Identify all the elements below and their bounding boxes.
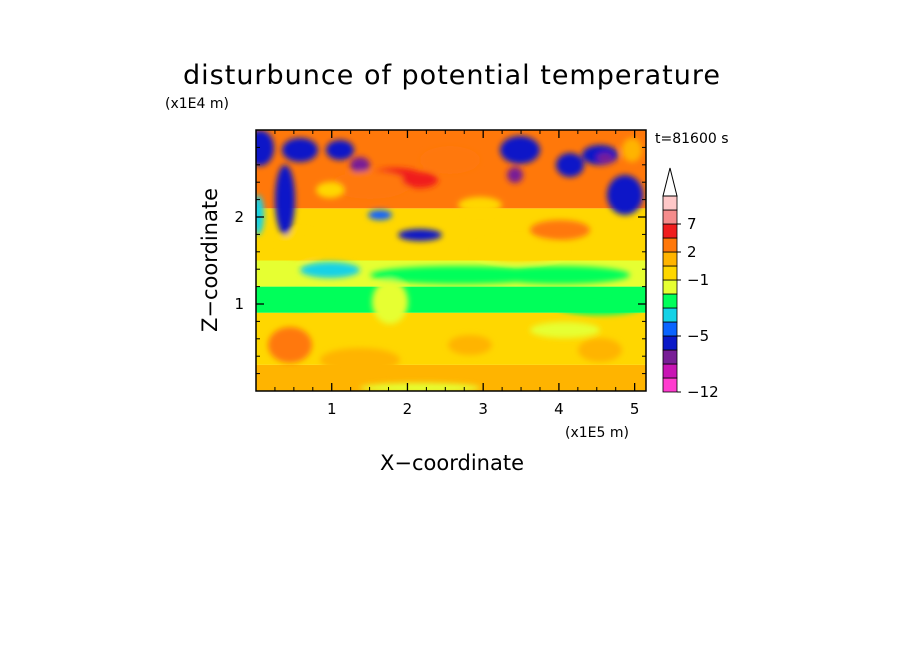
y-tick-label: 2 [234,208,244,226]
chart-title: disturbunce of potential temperature [183,60,721,91]
contour-blob [500,136,540,164]
colorbar-swatch [662,363,678,379]
x-tick-label: 1 [327,400,337,418]
y-axis-ticks: 12 [234,146,646,375]
colorbar: −12−5−127 [662,167,719,401]
colorbar-label: −12 [687,383,719,401]
x-tick-label: 2 [403,400,413,418]
contour-blob [280,231,320,259]
contour-blob [507,167,523,183]
colorbar-swatch [662,265,678,281]
contour-blob [490,266,630,284]
contour-blob [420,146,480,174]
plot-frame [255,129,647,392]
colorbar-label: −1 [687,271,709,289]
colorbar-swatch [662,293,678,309]
y-axis-label: Z−coordinate [198,188,222,332]
contour-blob [326,140,354,160]
x-tick-label: 5 [630,400,640,418]
contour-blob [256,130,274,166]
colorbar-swatch [662,321,678,337]
contour-blob [597,153,613,163]
x-tick-label: 3 [478,400,488,418]
x-axis-label: X−coordinate [380,451,524,475]
colorbar-swatch [662,251,678,267]
colorbar-swatch [662,335,678,351]
contour-blob [350,157,370,173]
contour-blob [458,197,502,213]
colorbar-swatch [662,377,678,393]
contour-blob [556,153,584,177]
contour-blob [368,210,392,220]
contour-blob [268,327,312,363]
contour-blob [256,195,264,235]
colorbar-swatch [662,223,678,239]
field-band [256,312,646,365]
contour-blob [330,171,410,199]
contour-blob [578,338,622,362]
contour-blob [622,138,642,162]
colorbar-swatch [662,349,678,365]
contour-blob [282,138,318,162]
contour-blob [360,383,480,391]
contour-blob [530,220,590,240]
contour-blob [555,295,645,315]
contour-blob [320,348,400,372]
colorbar-label: 2 [687,243,697,261]
y-tick-label: 1 [234,295,244,313]
colorbar-swatch [662,279,678,295]
colorbar-swatch [662,195,678,211]
contour-blob [398,229,442,241]
contour-blob [372,280,408,324]
x-axis-ticks: 1 2 3 4 5 [274,130,640,418]
x-unit-label: (x1E5 m) [565,425,629,441]
contour-blob [316,182,344,198]
contour-blob [275,165,295,235]
colorbar-swatch [662,307,678,323]
contour-blob [475,238,565,262]
contour-blob [448,335,492,355]
colorbar-swatch [662,237,678,253]
colorbar-label: 7 [687,215,697,233]
time-label: t=81600 s [655,131,729,147]
colorbar-swatch [662,209,678,225]
x-tick-label: 4 [554,400,564,418]
contour-field [256,130,646,391]
contour-blob [402,172,438,188]
colorbar-extend-arrow [662,167,678,197]
contour-blob [607,175,643,215]
y-unit-label: (x1E4 m) [165,96,229,112]
contour-blob [530,322,600,338]
contour-blob [270,291,330,309]
colorbar-label: −5 [687,327,709,345]
contour-blob [300,262,360,278]
